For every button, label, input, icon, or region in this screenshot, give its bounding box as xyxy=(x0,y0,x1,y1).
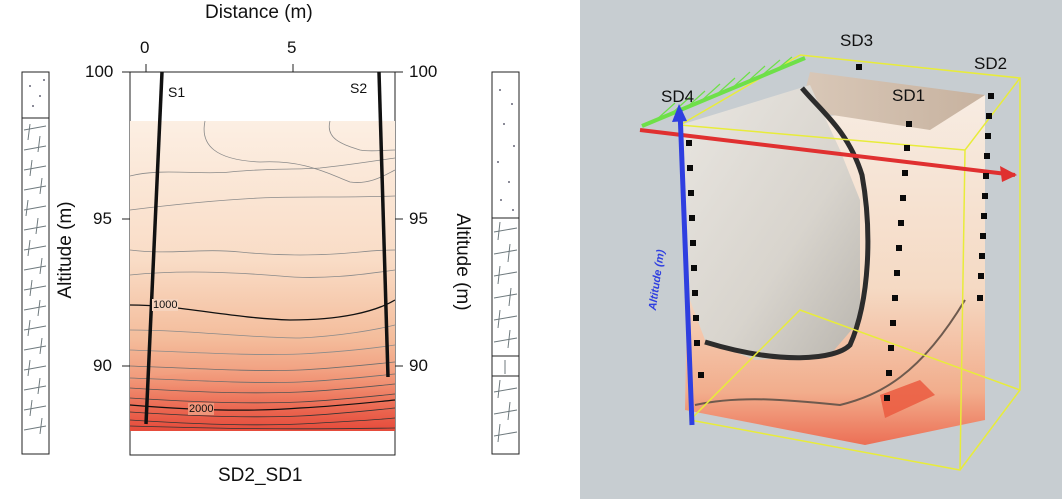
profile-label-s2: S2 xyxy=(350,80,368,96)
y-tick-right-95: 95 xyxy=(409,209,428,228)
profile-label-s1: S1 xyxy=(168,84,186,100)
contour-label-1000: 1000 xyxy=(152,299,179,311)
lithology-column-right xyxy=(491,71,520,455)
y-axis-title-left: Altitude (m) xyxy=(55,201,76,299)
x-tick-5: 5 xyxy=(287,38,297,57)
green-axis xyxy=(641,56,806,128)
y-tick-left-90: 90 xyxy=(93,356,112,375)
borehole-label-sd2: SD2 xyxy=(974,54,1008,73)
borehole-markers xyxy=(686,64,994,401)
borehole-label-sd3: SD3 xyxy=(840,31,874,50)
x-axis-title: Distance (m) xyxy=(205,2,313,23)
contour-label-2000: 2000 xyxy=(188,403,215,415)
y-tick-left-95: 95 xyxy=(93,209,112,228)
red-axis xyxy=(639,128,1017,182)
borehole-label-sd1: SD1 xyxy=(892,86,926,105)
y-tick-right-100: 100 xyxy=(409,62,438,81)
y-tick-left-100: 100 xyxy=(85,62,114,81)
y-tick-right-90: 90 xyxy=(409,356,428,375)
profile-line-s2 xyxy=(377,71,390,378)
section-name: SD2_SD1 xyxy=(218,465,303,486)
blue-axis xyxy=(672,104,695,426)
resistivity-section xyxy=(130,121,395,431)
y-axis-title-right: Altitude (m) xyxy=(452,213,473,311)
x-tick-0: 0 xyxy=(140,38,150,57)
lithology-column-left xyxy=(21,71,50,455)
model-3d-panel: SD3 SD2 SD4 SD1 Altitude (m) xyxy=(580,0,1062,499)
section-panel: Distance (m) 0 5 100 95 90 100 95 90 Alt… xyxy=(21,2,520,486)
model-3d-svg xyxy=(639,54,1021,471)
profile-line-s1 xyxy=(144,71,164,425)
resistivity-block xyxy=(680,72,985,445)
section-svg xyxy=(21,64,520,456)
borehole-label-sd4: SD4 xyxy=(661,87,695,106)
